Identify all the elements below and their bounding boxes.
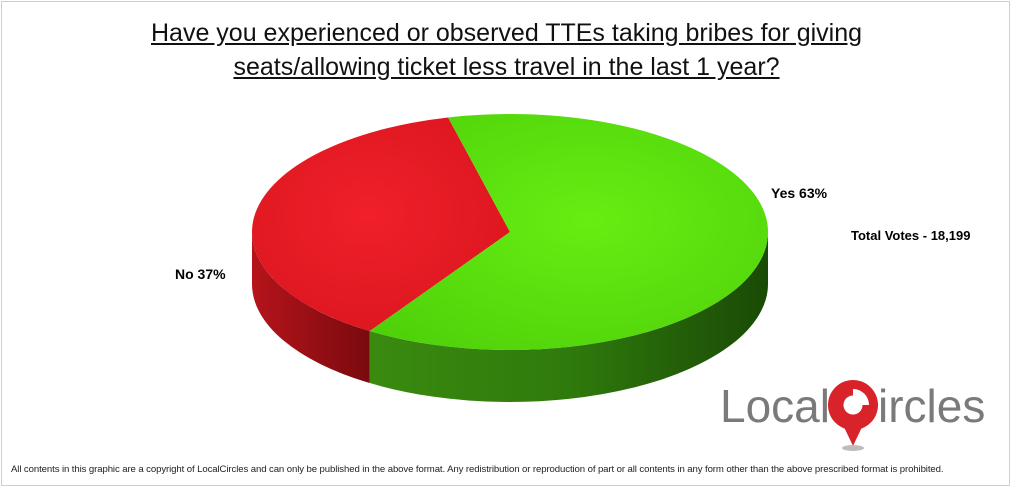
pie-label-no: No 37%	[175, 266, 226, 282]
pie-label-yes: Yes 63%	[771, 185, 828, 201]
pie-slice-yes-side	[369, 232, 768, 402]
chart-title: Have you experienced or observed TTEs ta…	[0, 16, 1013, 84]
logo-text-ircles: ircles	[878, 380, 985, 432]
total-votes: Total Votes - 18,199	[851, 228, 971, 243]
pie-slice-no-side	[252, 232, 370, 384]
pie-slice-yes	[369, 114, 769, 350]
map-pin-icon	[828, 380, 878, 451]
chart-title-line-2: seats/allowing ticket less travel in the…	[233, 53, 780, 81]
copyright-footer: All contents in this graphic are a copyr…	[11, 464, 944, 475]
pie-slice-no	[252, 117, 511, 332]
localcircles-logo: Local ircles	[720, 380, 985, 451]
logo-text-local: Local	[720, 380, 830, 432]
chart-title-line-1: Have you experienced or observed TTEs ta…	[150, 19, 863, 47]
